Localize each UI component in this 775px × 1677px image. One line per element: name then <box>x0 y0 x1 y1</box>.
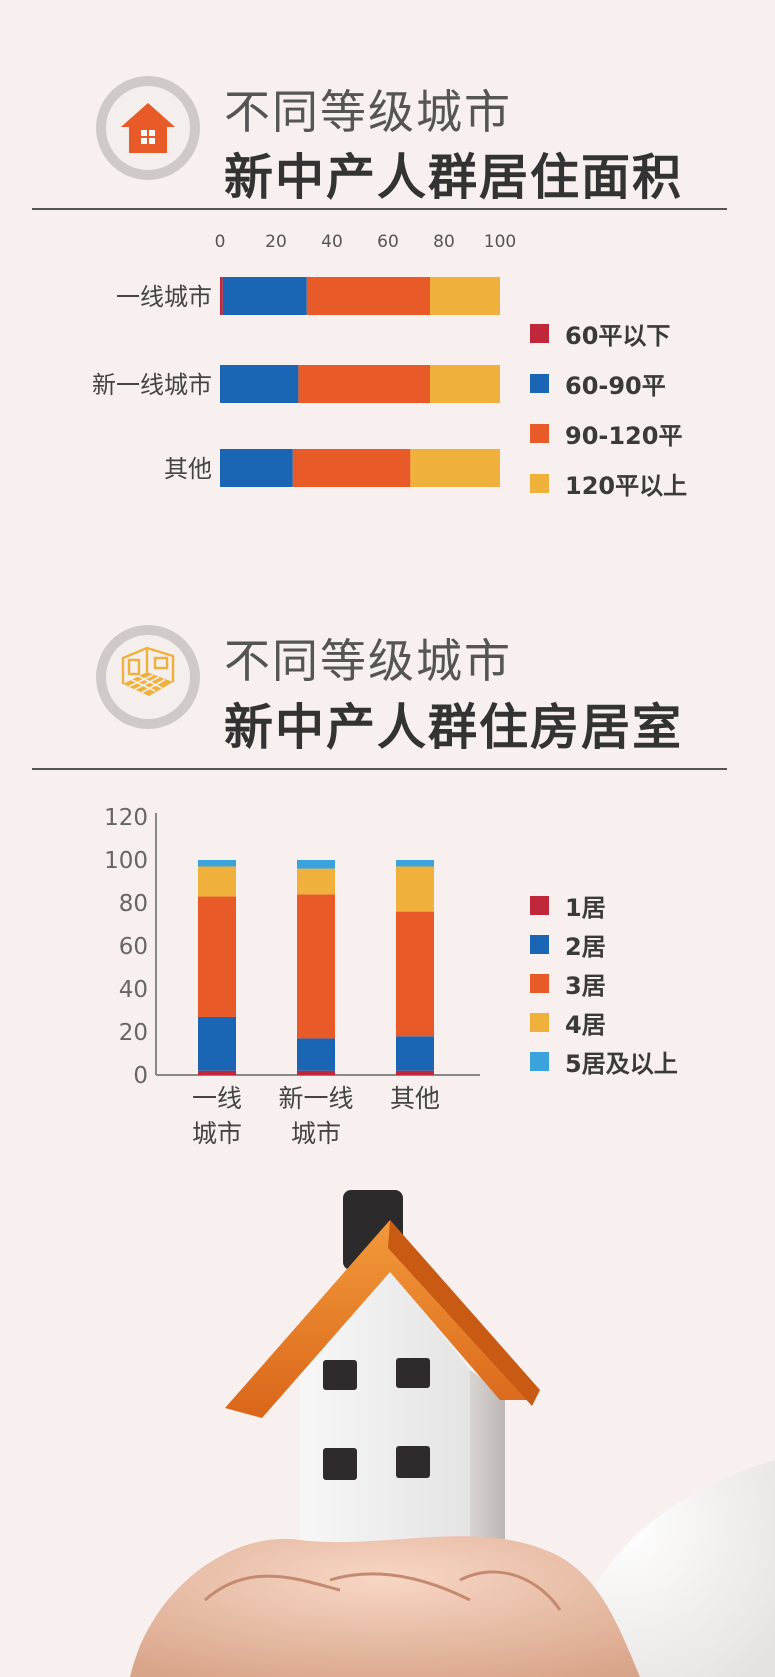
bar-segment <box>220 449 293 487</box>
bar-segment <box>298 365 430 403</box>
room-legend-item: 5居及以上 <box>530 1044 678 1079</box>
window-top-right <box>396 1358 430 1388</box>
room-legend-label: 5居及以上 <box>565 1050 678 1078</box>
window-bottom-right <box>396 1446 430 1478</box>
area-legend-label: 60-90平 <box>565 372 666 400</box>
bar-segment <box>410 449 500 487</box>
bar-segment <box>396 1036 434 1071</box>
x-tick-label: 40 <box>321 232 343 252</box>
room-legend-label: 1居 <box>565 894 606 922</box>
house-icon <box>121 103 175 153</box>
room-legend-swatch <box>530 896 549 915</box>
y-tick-label: 20 <box>119 1020 148 1046</box>
room-legend-swatch <box>530 974 549 993</box>
section2-badge <box>96 625 200 729</box>
hands-shape <box>130 1536 640 1677</box>
area-legend-item: 60平以下 <box>530 316 670 351</box>
area-legend-item: 90-120平 <box>530 416 682 451</box>
x-tick-label: 0 <box>215 232 226 252</box>
room-legend-swatch <box>530 1052 549 1071</box>
bar-segment <box>306 277 430 315</box>
house-roof-edge <box>388 1220 540 1406</box>
x-tick-label: 60 <box>377 232 399 252</box>
section1-badge <box>96 76 200 180</box>
section2-divider <box>32 768 727 770</box>
category-label: 一线 <box>192 1084 242 1113</box>
house-front-wall <box>300 1270 470 1590</box>
house-roof <box>225 1220 535 1418</box>
bar-segment <box>220 277 223 315</box>
bar-segment <box>198 1070 236 1075</box>
bar-segment <box>297 894 335 1039</box>
room-legend-swatch <box>530 1013 549 1032</box>
x-tick-label: 20 <box>265 232 287 252</box>
bar-segment <box>297 860 335 869</box>
bar-segment <box>220 365 299 403</box>
y-tick-label: 0 <box>133 1063 148 1089</box>
category-label: 城市 <box>192 1119 242 1148</box>
bar-segment <box>198 866 236 897</box>
area-legend-label: 60平以下 <box>565 322 671 350</box>
category-label: 一线城市 <box>116 283 212 311</box>
area-legend-swatch <box>530 474 549 493</box>
category-label: 城市 <box>291 1119 341 1148</box>
bar-segment <box>198 1016 236 1071</box>
room-legend-label: 4居 <box>565 1011 606 1039</box>
bar-segment <box>292 449 411 487</box>
bar-segment <box>198 896 236 1017</box>
area-legend-swatch <box>530 324 549 343</box>
room-chart-vertical-bars: 0 20 40 60 80 100 120 一线城市 新一线城市 其他 <box>104 805 480 1148</box>
category-label: 新一线 <box>278 1084 353 1113</box>
room-legend-item: 3居 <box>530 966 606 1001</box>
area-legend-item: 60-90平 <box>530 366 666 401</box>
bar-segment <box>297 1070 335 1075</box>
category-label: 其他 <box>164 455 212 483</box>
area-legend-swatch <box>530 374 549 393</box>
bar-segment <box>396 866 434 912</box>
finger-crease-1 <box>204 1574 341 1602</box>
x-tick-label: 80 <box>433 232 455 252</box>
y-tick-label: 40 <box>119 977 148 1003</box>
house-in-hands-illustration <box>130 1190 775 1677</box>
category-label: 其他 <box>390 1084 440 1113</box>
window-top-left <box>323 1360 357 1390</box>
finger-crease-3 <box>459 1570 562 1611</box>
bar-segment <box>430 365 500 403</box>
bar-segment <box>396 860 434 867</box>
room-legend-label: 3居 <box>565 972 606 1000</box>
room-legend-label: 2居 <box>565 933 606 961</box>
y-tick-label: 100 <box>104 848 148 874</box>
area-legend-label: 120平以上 <box>565 472 688 500</box>
y-tick-label: 80 <box>119 891 148 917</box>
y-tick-label: 60 <box>119 934 148 960</box>
y-tick-label: 120 <box>104 805 148 831</box>
bar-segment <box>430 277 500 315</box>
room-floorplan-icon <box>121 646 175 696</box>
bar-segment <box>198 860 236 867</box>
bar-segment <box>297 1038 335 1071</box>
section1-title-line2: 新中产人群居住面积 <box>224 149 684 206</box>
area-legend-swatch <box>530 424 549 443</box>
x-tick-label: 100 <box>484 232 516 252</box>
room-legend-swatch <box>530 935 549 954</box>
section1-divider <box>32 208 727 210</box>
area-legend-item: 120平以上 <box>530 466 687 501</box>
category-label: 新一线城市 <box>92 371 212 399</box>
room-legend-item: 4居 <box>530 1005 606 1040</box>
section1-title-line1: 不同等级城市 <box>224 85 512 139</box>
section2-title-line1: 不同等级城市 <box>224 634 512 688</box>
bar-segment <box>297 868 335 895</box>
room-legend-item: 1居 <box>530 888 606 923</box>
section2-title-line2: 新中产人群住房居室 <box>224 699 684 756</box>
bar-segment <box>396 911 434 1037</box>
window-bottom-left <box>323 1448 357 1480</box>
area-legend-label: 90-120平 <box>565 422 683 450</box>
bar-segment <box>396 1070 434 1075</box>
finger-crease-2 <box>329 1572 471 1602</box>
room-legend-item: 2居 <box>530 927 606 962</box>
bar-segment <box>222 277 307 315</box>
house-side-wall <box>470 1370 505 1590</box>
